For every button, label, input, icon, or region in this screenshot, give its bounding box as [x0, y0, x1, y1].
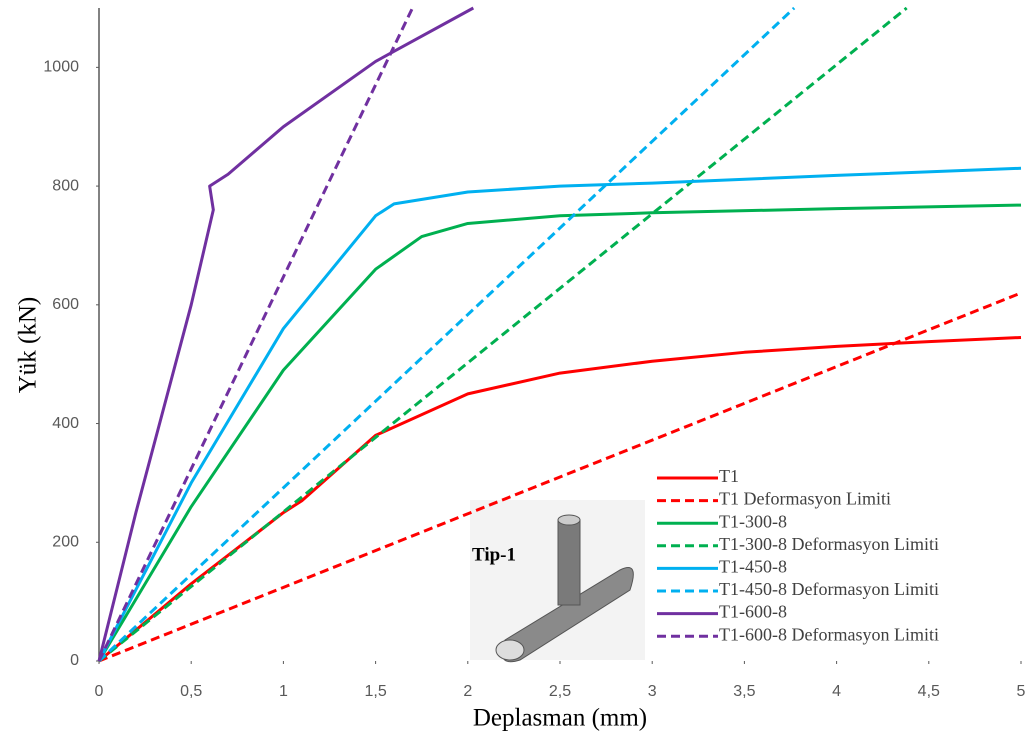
line-series	[98, 6, 908, 663]
y-tick-label: 1000	[43, 59, 79, 76]
line-series	[97, 6, 796, 663]
x-tick-label: 1,5	[364, 683, 386, 700]
x-tick-label: 4,5	[918, 683, 940, 700]
legend-label: T1-300-8	[719, 511, 787, 531]
x-tick-label: 2	[463, 683, 472, 700]
line-series	[97, 7, 414, 662]
inset-image	[470, 500, 645, 663]
y-tick-label: 800	[52, 177, 79, 194]
y-tick-label: 400	[52, 415, 79, 432]
line-series	[97, 166, 1022, 662]
tube-vertical	[557, 519, 581, 606]
x-tick-label: 3	[648, 683, 657, 700]
legend-label: T1-450-8	[719, 557, 787, 577]
x-tick-label: 3,5	[733, 683, 755, 700]
x-axis-title: Deplasman (mm)	[473, 705, 647, 732]
x-tick-label: 2,5	[549, 683, 571, 700]
line-series	[97, 6, 475, 662]
legend-label: T1-450-8 Deformasyon Limiti	[719, 579, 939, 599]
y-tick-label: 0	[70, 652, 79, 669]
x-tick-label: 5	[1017, 683, 1026, 700]
x-tick-label: 0	[95, 683, 104, 700]
legend-label: T1	[719, 466, 739, 486]
legend-label: T1 Deformasyon Limiti	[719, 489, 891, 509]
x-tick-label: 1	[279, 683, 288, 700]
x-tick-label: 4	[832, 683, 841, 700]
legend-label: T1-600-8 Deformasyon Limiti	[719, 624, 939, 644]
legend-label: T1-300-8 Deformasyon Limiti	[719, 534, 939, 554]
y-tick-label: 600	[52, 296, 79, 313]
legend-label: T1-600-8	[719, 602, 787, 622]
annotation: Tip-1	[472, 544, 516, 565]
y-axis-title: Yük (kN)	[15, 297, 42, 394]
tube-end	[495, 639, 525, 661]
x-tick-label: 0,5	[180, 683, 202, 700]
line-series	[98, 291, 1022, 663]
y-tick-label: 200	[52, 533, 79, 550]
line-series	[97, 203, 1022, 662]
tube-top	[557, 514, 581, 526]
